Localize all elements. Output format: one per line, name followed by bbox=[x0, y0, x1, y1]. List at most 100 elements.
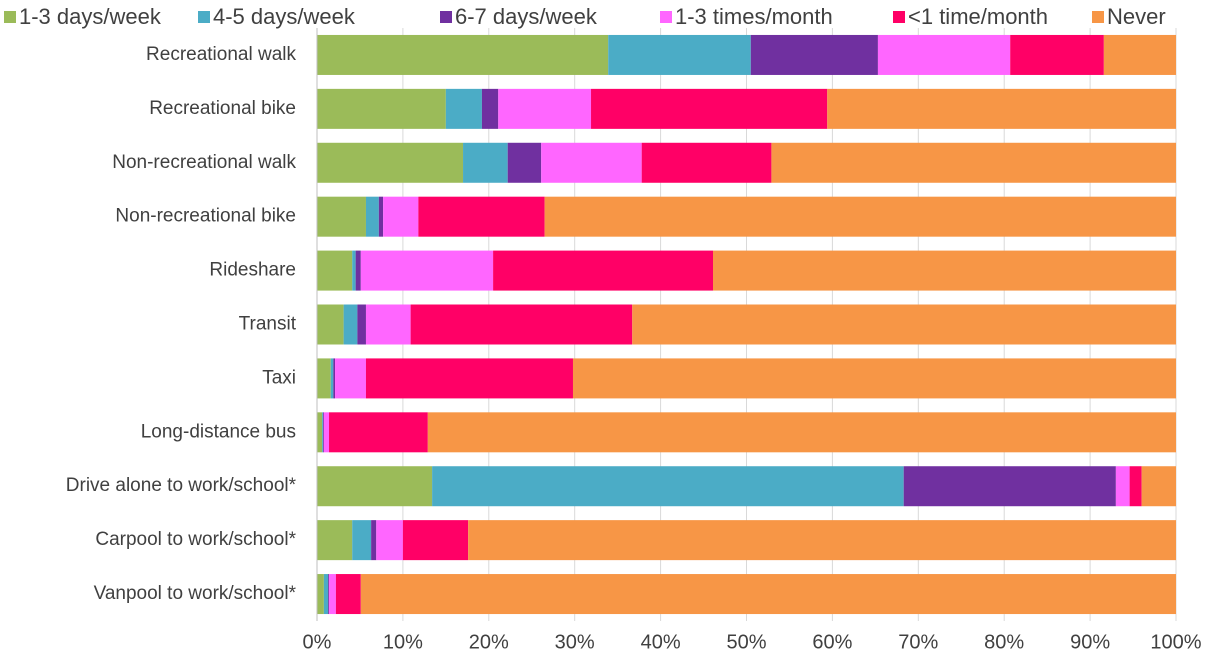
bar-segment bbox=[317, 142, 464, 183]
bar-segment bbox=[329, 574, 336, 615]
bar-segment bbox=[608, 34, 751, 75]
bar-segment bbox=[641, 142, 772, 183]
bar-segment bbox=[317, 466, 433, 507]
bar-segment bbox=[771, 142, 1176, 183]
legend-label: 1-3 days/week bbox=[19, 4, 162, 29]
bar-segment bbox=[572, 358, 1176, 399]
bar-segment bbox=[335, 574, 361, 615]
bar-segment bbox=[493, 250, 713, 291]
legend-swatch bbox=[4, 11, 16, 23]
legend-swatch bbox=[660, 11, 672, 23]
bar-segment bbox=[352, 520, 372, 561]
bar-segment bbox=[335, 358, 366, 399]
bar-segment bbox=[1129, 466, 1142, 507]
bar-segment bbox=[1010, 34, 1104, 75]
legend-label: 4-5 days/week bbox=[213, 4, 356, 29]
bar-segment bbox=[323, 412, 324, 453]
legend-swatch bbox=[1092, 11, 1104, 23]
bar-segment bbox=[410, 304, 633, 345]
bar-segment bbox=[463, 142, 508, 183]
bar-segment bbox=[1141, 466, 1176, 507]
category-label: Drive alone to work/school* bbox=[66, 475, 297, 496]
bar-segment bbox=[544, 196, 1176, 237]
x-tick-label: 80% bbox=[984, 631, 1024, 653]
x-tick-label: 100% bbox=[1150, 631, 1201, 653]
x-tick-label: 40% bbox=[641, 631, 681, 653]
category-label: Vanpool to work/school* bbox=[94, 583, 297, 604]
bar-segment bbox=[317, 196, 366, 237]
bar-segment bbox=[378, 196, 384, 237]
legend-label: <1 time/month bbox=[908, 4, 1048, 29]
legend-swatch bbox=[198, 11, 210, 23]
bar-segment bbox=[365, 304, 411, 345]
bar-segment bbox=[328, 574, 330, 615]
bar-segment bbox=[498, 88, 592, 129]
bar-segment bbox=[333, 358, 336, 399]
bar-segment bbox=[481, 88, 499, 129]
category-label: Recreational bike bbox=[149, 98, 296, 119]
bar-segment bbox=[329, 412, 428, 453]
bar-segment bbox=[365, 196, 379, 237]
bar-segment bbox=[712, 250, 1176, 291]
bar-segment bbox=[343, 304, 358, 345]
x-tick-label: 30% bbox=[555, 631, 595, 653]
category-label: Transit bbox=[239, 314, 297, 335]
x-tick-label: 20% bbox=[469, 631, 509, 653]
bar-segment bbox=[877, 34, 1011, 75]
bar-segment bbox=[323, 412, 330, 453]
bar-segment bbox=[383, 196, 419, 237]
bar-segment bbox=[371, 520, 377, 561]
bar-segment bbox=[355, 250, 361, 291]
legend-label: 1-3 times/month bbox=[675, 4, 833, 29]
category-label: Rideshare bbox=[209, 260, 296, 281]
bar-segment bbox=[750, 34, 878, 75]
legend-label: 6-7 days/week bbox=[455, 4, 598, 29]
bar-segment bbox=[376, 520, 403, 561]
legend-label: Never bbox=[1107, 4, 1166, 29]
bar-segment bbox=[632, 304, 1176, 345]
legend-swatch bbox=[440, 11, 452, 23]
x-tick-label: 10% bbox=[383, 631, 423, 653]
bar-segment bbox=[323, 574, 329, 615]
category-label: Non-recreational walk bbox=[112, 152, 296, 173]
bar-segment bbox=[591, 88, 828, 129]
bar-segment bbox=[317, 88, 446, 129]
category-label: Non-recreational bike bbox=[115, 206, 296, 227]
bar-segment bbox=[352, 250, 356, 291]
x-tick-label: 50% bbox=[726, 631, 766, 653]
x-tick-label: 70% bbox=[898, 631, 938, 653]
bar-segment bbox=[1103, 34, 1176, 75]
bar-segment bbox=[445, 88, 482, 129]
bar-segment bbox=[360, 250, 494, 291]
bar-segment bbox=[541, 142, 642, 183]
bar-segment bbox=[317, 520, 353, 561]
bar-segment bbox=[418, 196, 545, 237]
bar-segment bbox=[903, 466, 1116, 507]
bar-segment bbox=[322, 412, 324, 453]
bar-segment bbox=[507, 142, 542, 183]
category-label: Taxi bbox=[262, 367, 296, 388]
x-tick-label: 0% bbox=[303, 631, 332, 653]
bar-segment bbox=[468, 520, 1177, 561]
bar-segment bbox=[330, 358, 334, 399]
bar-segment bbox=[317, 304, 344, 345]
category-label: Carpool to work/school* bbox=[95, 529, 296, 550]
x-tick-label: 60% bbox=[812, 631, 852, 653]
bar-segment bbox=[317, 412, 323, 453]
category-label: Recreational walk bbox=[146, 44, 296, 65]
bar-segment bbox=[427, 412, 1176, 453]
category-label: Long-distance bus bbox=[141, 421, 296, 442]
bar-segment bbox=[432, 466, 904, 507]
bar-segment bbox=[360, 574, 1177, 615]
bar-segment bbox=[402, 520, 469, 561]
x-tick-label: 90% bbox=[1070, 631, 1110, 653]
bar-segment bbox=[357, 304, 366, 345]
bar-segment bbox=[1115, 466, 1130, 507]
bar-segment bbox=[317, 358, 331, 399]
bar-segment bbox=[827, 88, 1176, 129]
bar-segment bbox=[317, 34, 609, 75]
bar-segment bbox=[317, 574, 324, 615]
legend-swatch bbox=[893, 11, 905, 23]
